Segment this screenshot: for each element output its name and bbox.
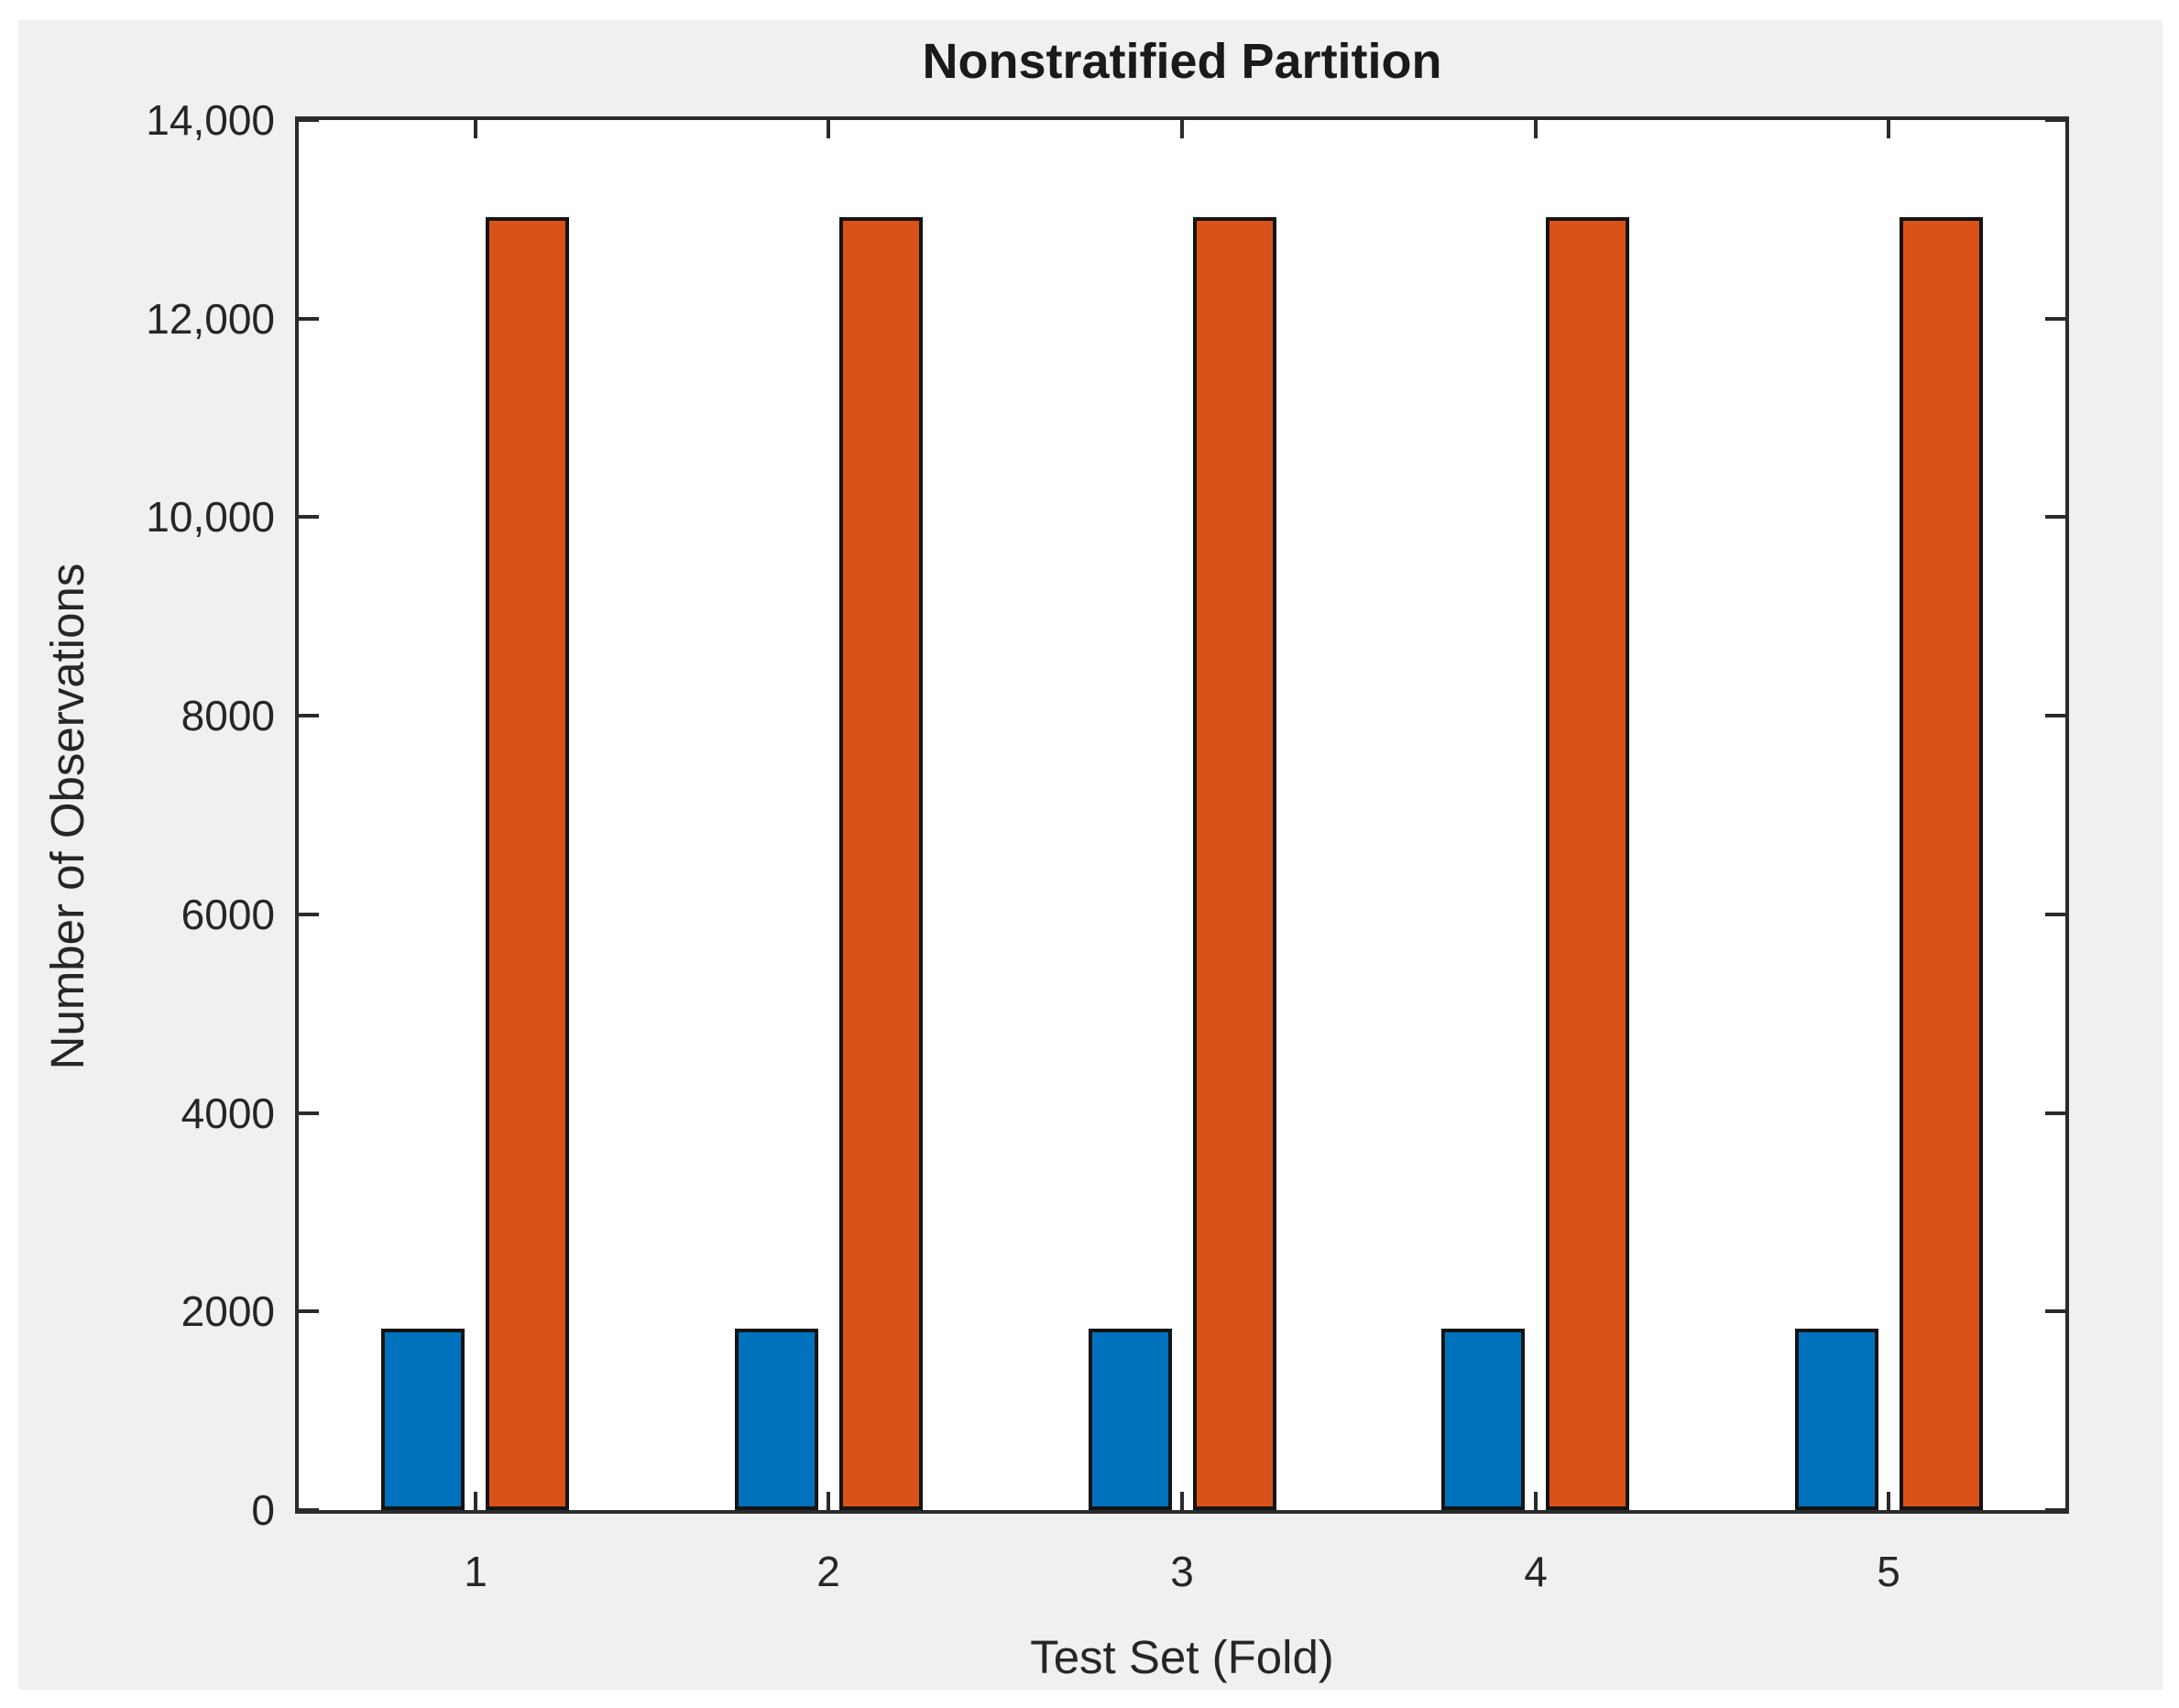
x-tick-label: 3 — [1170, 1548, 1194, 1595]
y-tick-mark-left — [299, 1309, 319, 1313]
x-tick-label: 2 — [816, 1548, 840, 1595]
y-tick-mark-right — [2045, 1508, 2065, 1512]
y-tick-mark-right — [2045, 1111, 2065, 1115]
plot-area — [295, 116, 2069, 1514]
y-tick-label: 8000 — [181, 692, 275, 739]
x-tick-mark-top — [1887, 120, 1890, 138]
x-tick-mark-bottom — [827, 1492, 830, 1510]
x-tick-label: 4 — [1524, 1548, 1548, 1595]
y-tick-mark-right — [2045, 317, 2065, 321]
x-tick-mark-bottom — [1887, 1492, 1890, 1510]
y-tick-label: 4000 — [181, 1089, 275, 1137]
plot-inner — [299, 118, 2065, 1512]
x-axis-label: Test Set (Fold) — [1030, 1631, 1334, 1683]
y-tick-mark-right — [2045, 515, 2065, 519]
y-tick-label: 14,000 — [146, 96, 275, 144]
y-tick-mark-left — [299, 317, 319, 321]
bar-series1-fold5 — [1795, 1329, 1878, 1510]
y-tick-label: 2000 — [181, 1287, 275, 1335]
bar-series2-fold3 — [1193, 217, 1276, 1510]
chart-title: Nonstratified Partition — [922, 34, 1442, 89]
x-tick-mark-top — [1180, 120, 1184, 138]
y-tick-mark-right — [2045, 714, 2065, 717]
x-tick-label: 5 — [1877, 1548, 1900, 1595]
bar-series2-fold1 — [486, 217, 569, 1510]
y-tick-label: 0 — [251, 1486, 275, 1534]
y-tick-mark-right — [2045, 913, 2065, 916]
y-tick-label: 6000 — [181, 891, 275, 938]
x-tick-mark-top — [1534, 120, 1538, 138]
bar-series1-fold4 — [1441, 1329, 1525, 1510]
y-tick-mark-left — [299, 118, 319, 122]
x-tick-mark-top — [827, 120, 830, 138]
y-tick-mark-right — [2045, 1309, 2065, 1313]
bar-series2-fold4 — [1546, 217, 1629, 1510]
x-tick-mark-bottom — [474, 1492, 477, 1510]
y-axis-label: Number of Observations — [41, 563, 93, 1070]
y-tick-mark-left — [299, 714, 319, 717]
y-tick-mark-left — [299, 1508, 319, 1512]
bar-series1-fold1 — [381, 1329, 465, 1510]
y-tick-mark-right — [2045, 118, 2065, 122]
y-tick-label: 10,000 — [146, 493, 275, 541]
bar-series2-fold5 — [1900, 217, 1983, 1510]
y-tick-mark-left — [299, 515, 319, 519]
bar-series2-fold2 — [839, 217, 923, 1510]
x-tick-mark-bottom — [1534, 1492, 1538, 1510]
bar-series1-fold3 — [1089, 1329, 1172, 1510]
y-tick-label: 12,000 — [146, 295, 275, 343]
x-tick-label: 1 — [464, 1548, 487, 1595]
bar-series1-fold2 — [735, 1329, 818, 1510]
x-tick-mark-bottom — [1180, 1492, 1184, 1510]
y-tick-mark-left — [299, 1111, 319, 1115]
x-tick-mark-top — [474, 120, 477, 138]
y-tick-mark-left — [299, 913, 319, 916]
